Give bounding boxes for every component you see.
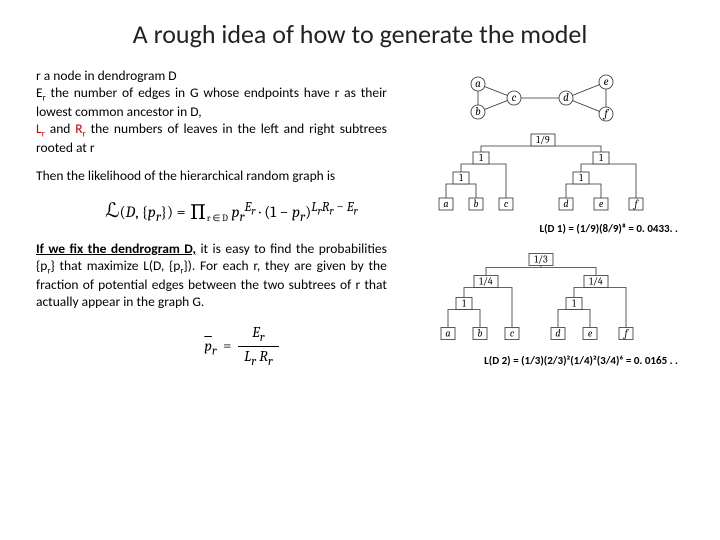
svg-text:1: 1: [463, 297, 467, 309]
svg-text:d: d: [564, 198, 569, 210]
svg-text:1/4: 1/4: [590, 275, 604, 287]
svg-text:d: d: [556, 327, 561, 339]
svg-text:1: 1: [480, 152, 484, 164]
svg-text:d: d: [564, 91, 570, 104]
svg-text:c: c: [510, 327, 515, 339]
svg-text:e: e: [588, 327, 593, 339]
svg-text:b: b: [476, 105, 482, 118]
svg-text:1/4: 1/4: [480, 275, 494, 287]
svg-text:c: c: [512, 91, 517, 104]
line1: r a node in dendrogram D: [36, 67, 177, 84]
caption-d2: L(D 2) = (1/3)(2/3)²(1/4)²(3/4)⁶ = 0. 01…: [484, 354, 684, 367]
maximize-para: If we fix the dendrogram D, it is easy t…: [36, 241, 387, 311]
line3b: and: [45, 120, 75, 137]
likelihood-formula: ℒ(D, {pr}) = ∏r ∈ D prEr · (1 − pr)LrRr …: [76, 197, 387, 227]
p3a: If we fix the dendrogram D,: [36, 240, 196, 257]
line2a: E: [36, 84, 43, 101]
svg-text:a: a: [446, 327, 451, 339]
svg-text:e: e: [604, 75, 609, 88]
svg-text:c: c: [504, 198, 509, 210]
left-column: r a node in dendrogram D Er the number o…: [36, 68, 387, 377]
graph-figure: ab cd ef: [426, 68, 656, 128]
svg-text:a: a: [476, 77, 482, 90]
page-title: A rough idea of how to generate the mode…: [36, 20, 684, 50]
svg-text:e: e: [599, 198, 604, 210]
dendrogram-1: 1/9 11 11 abc def: [426, 128, 656, 218]
likelihood-intro: Then the likelihood of the hierarchical …: [36, 168, 387, 185]
svg-text:1: 1: [573, 297, 577, 309]
svg-text:a: a: [444, 198, 449, 210]
svg-text:b: b: [474, 198, 479, 210]
line3d: the numbers of leaves in the left and ri…: [36, 120, 387, 156]
svg-text:1/3: 1/3: [535, 253, 549, 265]
svg-text:1: 1: [580, 172, 584, 184]
p3c: } that maximize L(D, {p: [50, 257, 180, 274]
svg-text:1: 1: [460, 172, 464, 184]
pbar-formula: pr = Er Lr Rr: [96, 323, 387, 371]
line2b: the number of edges in G whose endpoints…: [36, 84, 387, 120]
svg-text:b: b: [478, 327, 483, 339]
dendrogram-2: 1/3 1/41/4 11 abc def: [426, 245, 656, 350]
caption-d1: L(D 1) = (1/9)(8/9)⁸ = 0. 0433. .: [539, 222, 684, 235]
content-area: r a node in dendrogram D Er the number o…: [36, 68, 684, 377]
definitions-para: r a node in dendrogram D Er the number o…: [36, 68, 387, 157]
svg-text:1: 1: [600, 152, 604, 164]
line3c: R: [75, 120, 82, 137]
svg-text:1/9: 1/9: [537, 134, 551, 146]
right-column: ab cd ef: [399, 68, 684, 377]
